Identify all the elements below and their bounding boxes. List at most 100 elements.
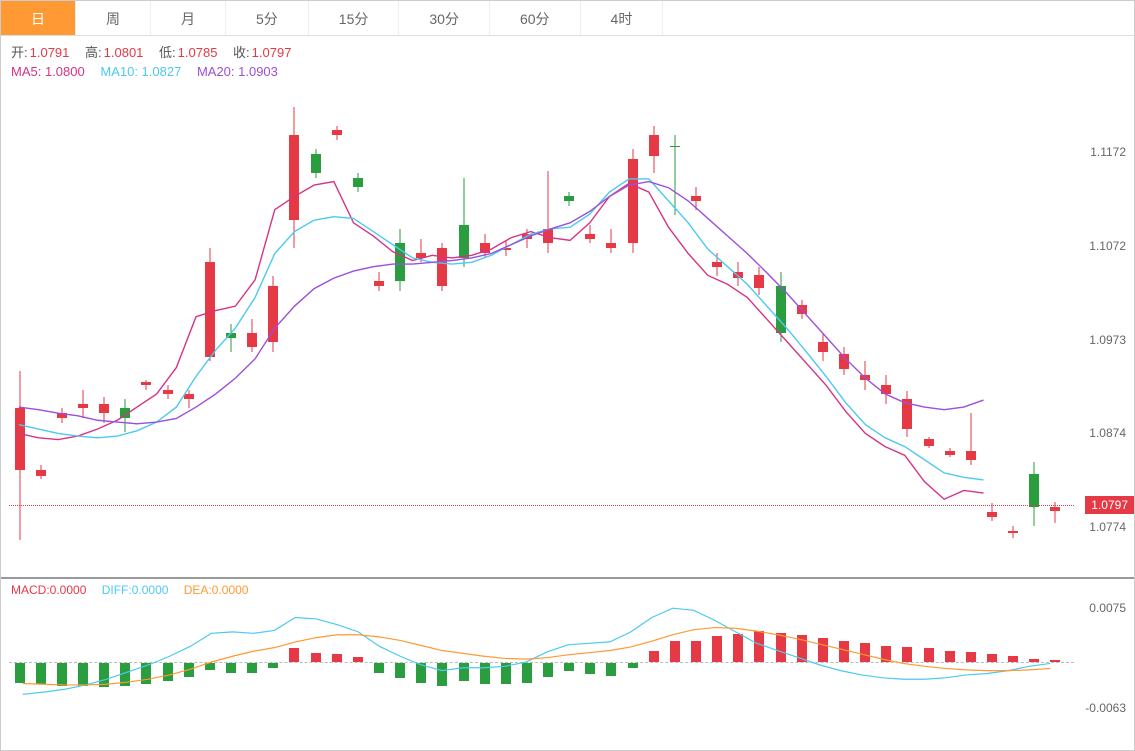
candle — [36, 465, 46, 479]
macd-bar — [416, 663, 426, 683]
candle — [437, 243, 447, 290]
macd-bar — [564, 663, 574, 672]
macd-bar — [15, 663, 25, 683]
macd-bar — [839, 641, 849, 661]
info-bar: 开:1.0791 高:1.0801 低:1.0785 收:1.0797 MA5:… — [1, 36, 1134, 88]
candle — [585, 225, 595, 244]
candle — [459, 178, 469, 268]
open-value: 1.0791 — [30, 45, 70, 60]
candle — [564, 192, 574, 206]
y-tick: 1.1172 — [1090, 145, 1126, 159]
macd-bar — [120, 663, 130, 687]
candle — [395, 229, 405, 290]
current-price-tag: 1.0797 — [1085, 496, 1134, 514]
candle — [99, 397, 109, 422]
macd-canvas — [9, 601, 1064, 723]
macd-bar — [36, 663, 46, 685]
macd-bar — [1029, 659, 1039, 662]
macd-bar — [818, 638, 828, 661]
main-chart[interactable]: 1.11721.10721.09731.08741.0774 1.0797 — [1, 88, 1134, 578]
tab-4时[interactable]: 4时 — [581, 1, 664, 35]
dea-label: DEA:0.0000 — [184, 583, 249, 597]
macd-info: MACD:0.0000 DIFF:0.0000 DEA:0.0000 — [1, 579, 1134, 601]
macd-bar — [78, 663, 88, 687]
macd-bar — [797, 635, 807, 661]
ma10-label: MA10: 1.0827 — [100, 64, 181, 79]
candle — [649, 126, 659, 173]
macd-bar — [57, 663, 67, 686]
candle — [966, 413, 976, 465]
macd-y-tick: 0.0075 — [1089, 601, 1126, 615]
macd-bar — [585, 663, 595, 675]
macd-bar — [924, 648, 934, 661]
macd-bar — [353, 657, 363, 661]
candle — [712, 253, 722, 277]
ma20-label: MA20: 1.0903 — [197, 64, 278, 79]
macd-bar — [670, 641, 680, 661]
candle — [226, 324, 236, 352]
diff-label: DIFF:0.0000 — [102, 583, 169, 597]
candle — [78, 390, 88, 418]
candle — [480, 234, 490, 258]
macd-bar — [311, 653, 321, 662]
candle — [1029, 462, 1039, 526]
y-tick: 1.0774 — [1089, 520, 1126, 534]
macd-bar — [543, 663, 553, 677]
candle — [924, 437, 934, 448]
macd-bar — [628, 663, 638, 669]
macd-y-tick: -0.0063 — [1085, 701, 1126, 715]
candle — [733, 262, 743, 286]
macd-bar — [289, 648, 299, 661]
macd-bar — [501, 663, 511, 685]
macd-bar — [1008, 656, 1018, 662]
candle — [776, 272, 786, 343]
tab-5分[interactable]: 5分 — [226, 1, 309, 35]
macd-bar — [522, 663, 532, 683]
candle — [163, 385, 173, 399]
candle — [184, 390, 194, 409]
y-tick: 1.0973 — [1089, 333, 1126, 347]
tab-月[interactable]: 月 — [151, 1, 226, 35]
high-value: 1.0801 — [104, 45, 144, 60]
candle — [522, 229, 532, 248]
close-label: 收: — [233, 45, 250, 60]
open-label: 开: — [11, 45, 28, 60]
macd-bar — [776, 633, 786, 662]
macd-panel[interactable]: MACD:0.0000 DIFF:0.0000 DEA:0.0000 0.007… — [1, 578, 1134, 728]
candle — [1008, 526, 1018, 538]
candle — [945, 448, 955, 457]
macd-bar — [881, 646, 891, 662]
candle — [691, 187, 701, 211]
candle — [289, 107, 299, 248]
tab-30分[interactable]: 30分 — [399, 1, 490, 35]
candle — [754, 267, 764, 295]
candle — [881, 375, 891, 403]
candle — [416, 239, 426, 263]
tab-60分[interactable]: 60分 — [490, 1, 581, 35]
macd-bar — [268, 663, 278, 669]
current-price-line — [9, 505, 1074, 506]
macd-bar — [184, 663, 194, 677]
candle — [120, 399, 130, 432]
macd-bar — [99, 663, 109, 688]
macd-bar — [945, 651, 955, 662]
macd-bar — [459, 663, 469, 682]
timeframe-tabs: 日周月5分15分30分60分4时 — [1, 1, 1134, 36]
low-label: 低: — [159, 45, 176, 60]
macd-bar — [691, 641, 701, 661]
candle — [797, 300, 807, 319]
macd-bar — [163, 663, 173, 682]
candle — [628, 149, 638, 253]
macd-bar — [480, 663, 490, 685]
tab-周[interactable]: 周 — [76, 1, 151, 35]
candle — [670, 135, 680, 215]
tab-日[interactable]: 日 — [1, 1, 76, 35]
high-label: 高: — [85, 45, 102, 60]
candle — [902, 391, 912, 436]
candle — [57, 408, 67, 422]
macd-bar — [733, 634, 743, 661]
macd-bar — [987, 654, 997, 662]
candle — [247, 319, 257, 352]
ma-row: MA5: 1.0800 MA10: 1.0827 MA20: 1.0903 — [11, 64, 1124, 79]
tab-15分[interactable]: 15分 — [309, 1, 400, 35]
